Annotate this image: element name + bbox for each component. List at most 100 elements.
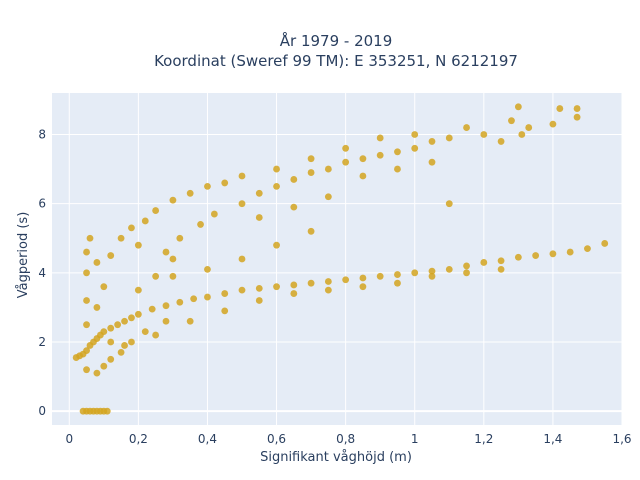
data-point [204, 293, 211, 301]
data-point [121, 317, 128, 325]
data-point [307, 227, 315, 235]
data-point [480, 259, 488, 266]
data-point [445, 200, 453, 208]
data-point [497, 257, 505, 265]
data-point [148, 305, 156, 313]
y-tick-label: 8 [38, 128, 46, 142]
data-point [100, 328, 108, 336]
data-point [221, 290, 229, 297]
data-point [376, 151, 384, 159]
data-point [290, 290, 298, 297]
data-point [394, 165, 401, 173]
data-point [93, 304, 101, 311]
data-point [518, 131, 526, 138]
data-point [307, 279, 315, 287]
data-point [342, 276, 350, 284]
data-point [141, 217, 149, 225]
data-point [342, 158, 350, 166]
data-point [169, 196, 177, 204]
data-point [307, 169, 315, 176]
data-point [221, 307, 229, 315]
data-point [152, 272, 160, 280]
data-point [83, 297, 90, 304]
data-point [549, 250, 557, 258]
data-point [186, 317, 194, 325]
data-point [514, 103, 522, 111]
data-point [93, 259, 101, 266]
plot-area [52, 93, 622, 425]
data-point [573, 113, 581, 121]
data-point [601, 240, 609, 247]
data-point [162, 248, 170, 256]
data-point [566, 248, 574, 256]
data-point [83, 248, 90, 256]
y-tick-label: 4 [38, 266, 46, 280]
data-point [134, 310, 142, 318]
data-point [307, 155, 315, 163]
data-point [134, 241, 142, 249]
data-point [525, 124, 533, 131]
x-tick-label: 1,4 [543, 432, 562, 446]
data-point [445, 265, 453, 273]
data-point [411, 131, 419, 138]
data-point [93, 369, 101, 377]
data-point [394, 279, 401, 287]
y-axis-title: Vågperiod (s) [16, 212, 31, 299]
points [72, 103, 609, 415]
x-tick-label: 0,8 [336, 432, 355, 446]
y-tick-label: 2 [38, 335, 46, 349]
data-point [162, 302, 170, 310]
data-point [359, 283, 367, 291]
data-point [324, 278, 332, 285]
data-point [152, 207, 160, 214]
data-point [107, 338, 115, 346]
data-point [186, 189, 194, 197]
data-point [128, 314, 135, 322]
data-point [255, 189, 263, 197]
data-point [238, 286, 246, 294]
data-point [273, 182, 280, 190]
data-point [83, 269, 90, 277]
data-point [411, 144, 419, 152]
data-point [480, 131, 488, 138]
data-point [121, 342, 128, 349]
data-point [238, 200, 246, 208]
data-point [497, 265, 505, 273]
data-point [128, 224, 135, 232]
data-point [197, 221, 204, 228]
data-point [290, 176, 298, 183]
data-point [114, 321, 122, 329]
data-point [162, 317, 170, 325]
data-point [107, 355, 115, 363]
data-point [107, 252, 115, 259]
data-point [394, 271, 401, 278]
data-point [204, 182, 211, 190]
data-point [324, 193, 332, 201]
data-point [210, 210, 218, 218]
data-point [255, 214, 263, 221]
data-point [238, 255, 246, 263]
data-point [445, 134, 453, 142]
data-point [584, 245, 591, 253]
data-point [103, 407, 111, 415]
data-point [107, 324, 115, 332]
data-point [428, 267, 436, 275]
data-point [255, 284, 263, 292]
data-point [463, 262, 470, 270]
data-point [376, 272, 384, 280]
data-point [532, 252, 540, 259]
data-point [411, 269, 419, 277]
data-point [117, 348, 125, 356]
data-point [83, 366, 90, 374]
data-point [83, 347, 90, 355]
data-point [141, 328, 149, 336]
data-point [117, 234, 125, 242]
data-point [86, 234, 94, 242]
data-point [359, 274, 367, 282]
data-point [273, 241, 280, 249]
data-point [290, 203, 298, 211]
data-point [255, 297, 263, 304]
data-point [497, 138, 505, 145]
